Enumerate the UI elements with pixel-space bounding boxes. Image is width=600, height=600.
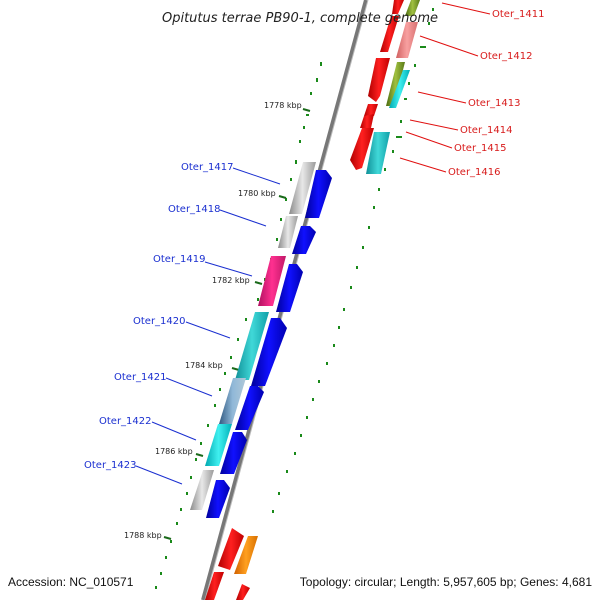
tick-label-1786: 1786 kbp: [155, 447, 193, 456]
gc-content-track: [155, 8, 434, 589]
left-gene-labels: Oter_1417 Oter_1418 Oter_1419 Oter_1420 …: [84, 162, 234, 471]
gene-oter-1416: [366, 132, 390, 174]
gene-blue-arrow: [251, 318, 287, 386]
scale-tick-labels: 1778 kbp 1780 kbp 1782 kbp 1784 kbp 1786…: [124, 101, 302, 540]
gene-label-oter-1420: Oter_1420: [133, 316, 186, 327]
gene-label-oter-1416: Oter_1416: [448, 167, 501, 178]
gene-oter-1413-olive: [386, 62, 405, 106]
gene-oter-1421: [219, 378, 246, 424]
gene-oter-1414: [364, 104, 378, 116]
gene-oter-1415: [360, 114, 374, 128]
map-title: Opitutus terrae PB90-1, complete genome: [162, 11, 438, 26]
reverse-strand-genes: [190, 162, 332, 600]
gene-label-oter-1415: Oter_1415: [454, 143, 507, 154]
gene-label-oter-1411: Oter_1411: [492, 9, 545, 20]
gene-label-oter-1421: Oter_1421: [114, 372, 167, 383]
gene-oter-1422: [205, 424, 232, 466]
right-gene-labels: Oter_1411 Oter_1412 Oter_1413 Oter_1414 …: [448, 9, 545, 178]
gene-label-oter-1423: Oter_1423: [84, 460, 137, 471]
forward-strand-genes: [350, 0, 420, 174]
gene-oter-1413: [389, 70, 410, 108]
gene-red-arrow: [380, 16, 399, 52]
tick-label-1778: 1778 kbp: [264, 101, 302, 110]
gene-red-arrow: [368, 58, 390, 102]
gene-oter-1417: [289, 162, 316, 214]
gene-label-oter-1419: Oter_1419: [153, 254, 206, 265]
gene-blue-arrow: [235, 386, 264, 430]
gene-label-oter-1418: Oter_1418: [168, 204, 221, 215]
gene-oter-1411: [405, 0, 420, 16]
gene-label-oter-1417: Oter_1417: [181, 162, 234, 173]
gene-blue-arrow: [305, 170, 332, 218]
tick-label-1784: 1784 kbp: [185, 361, 223, 370]
gene-oter-1423: [190, 470, 214, 510]
gene-label-oter-1412: Oter_1412: [480, 51, 533, 62]
gene-oter-1412: [396, 22, 418, 58]
gene-blue-arrow: [292, 226, 316, 254]
gene-blue-arrow: [220, 432, 247, 474]
gene-red-arrow: [218, 528, 244, 570]
gene-red-arrow: [392, 0, 404, 14]
right-label-leaders: [399, 2, 491, 173]
gene-red-arrow: [236, 584, 250, 600]
gene-orange-arrow: [234, 536, 258, 574]
gene-oter-1420: [235, 312, 269, 380]
gene-blue-arrow: [206, 480, 230, 518]
gene-oter-1418: [278, 216, 298, 248]
gene-oter-1419: [258, 256, 286, 306]
gene-blue-arrow: [276, 264, 303, 312]
tick-label-1780: 1780 kbp: [238, 189, 276, 198]
gene-red-arrow: [205, 572, 224, 600]
gene-label-oter-1414: Oter_1414: [460, 125, 513, 136]
left-label-leaders: [135, 167, 281, 485]
topology-text: Topology: circular; Length: 5,957,605 bp…: [300, 575, 593, 589]
tick-label-1788: 1788 kbp: [124, 531, 162, 540]
gene-label-oter-1413: Oter_1413: [468, 98, 521, 109]
gene-red-arrow: [350, 128, 374, 170]
accession-text: Accession: NC_010571: [8, 575, 134, 589]
gene-label-oter-1422: Oter_1422: [99, 416, 152, 427]
tick-label-1782: 1782 kbp: [212, 276, 250, 285]
scale-ticks: [163, 108, 311, 540]
